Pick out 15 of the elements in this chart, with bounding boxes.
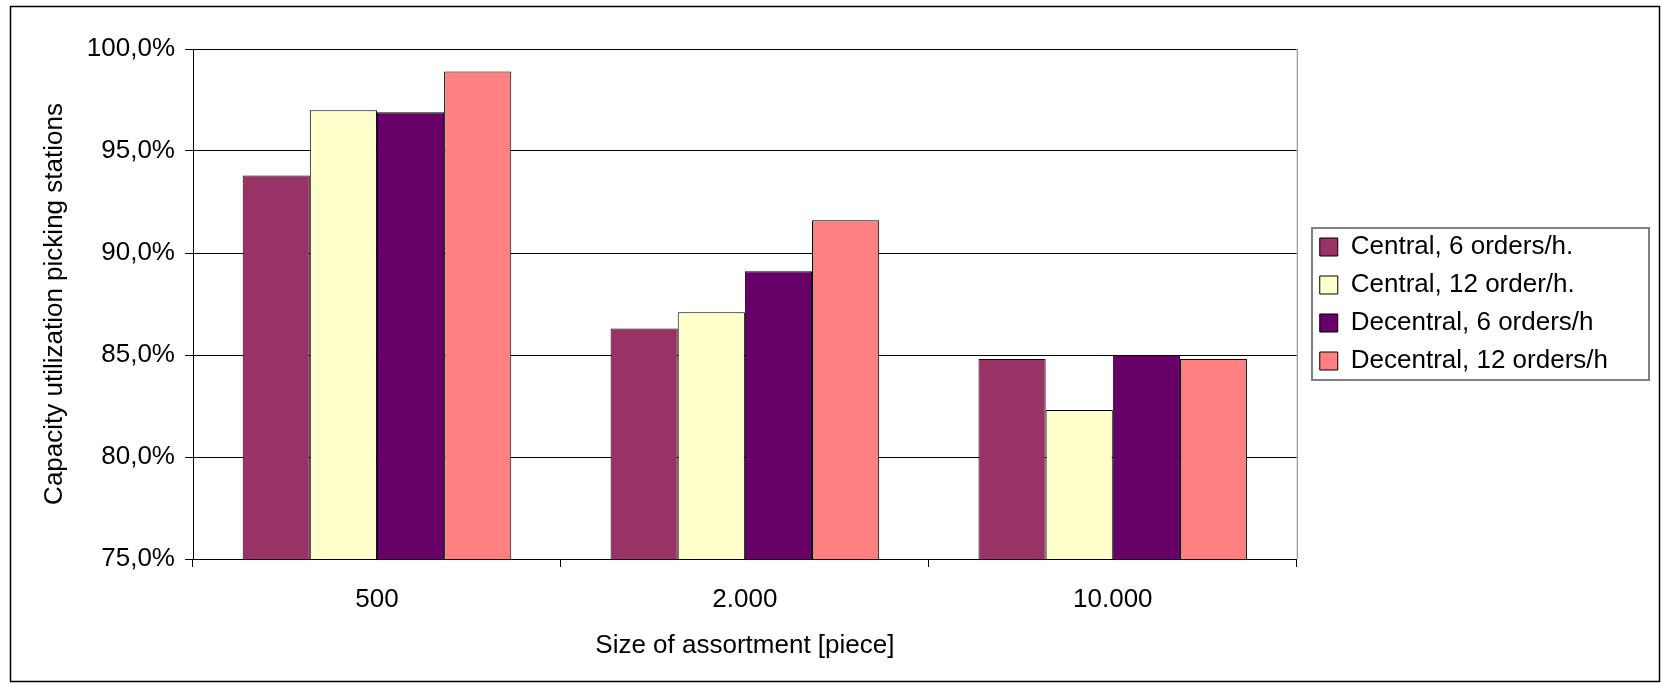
x-axis-title: Size of assortment [piece]	[595, 628, 895, 659]
legend-label: Decentral, 6 orders/h	[1350, 306, 1594, 337]
y-tick-label: 80,0%	[101, 440, 175, 471]
y-axis-title: Capacity utilization picking stations	[37, 103, 68, 505]
y-tick-label: 90,0%	[101, 236, 175, 267]
y-tick-label: 95,0%	[101, 134, 175, 165]
x-tick-label: 500	[355, 582, 399, 613]
legend-label: Decentral, 12 orders/h	[1350, 344, 1608, 375]
legend-label: Central, 12 order/h.	[1350, 268, 1575, 299]
y-tick-label: 75,0%	[101, 542, 175, 573]
legend-label: Central, 6 orders/h.	[1350, 230, 1574, 261]
x-tick-label: 10.000	[1073, 582, 1153, 613]
y-tick-label: 85,0%	[101, 338, 175, 369]
x-tick-label: 2.000	[712, 582, 778, 613]
y-tick-label: 100,0%	[86, 32, 175, 63]
